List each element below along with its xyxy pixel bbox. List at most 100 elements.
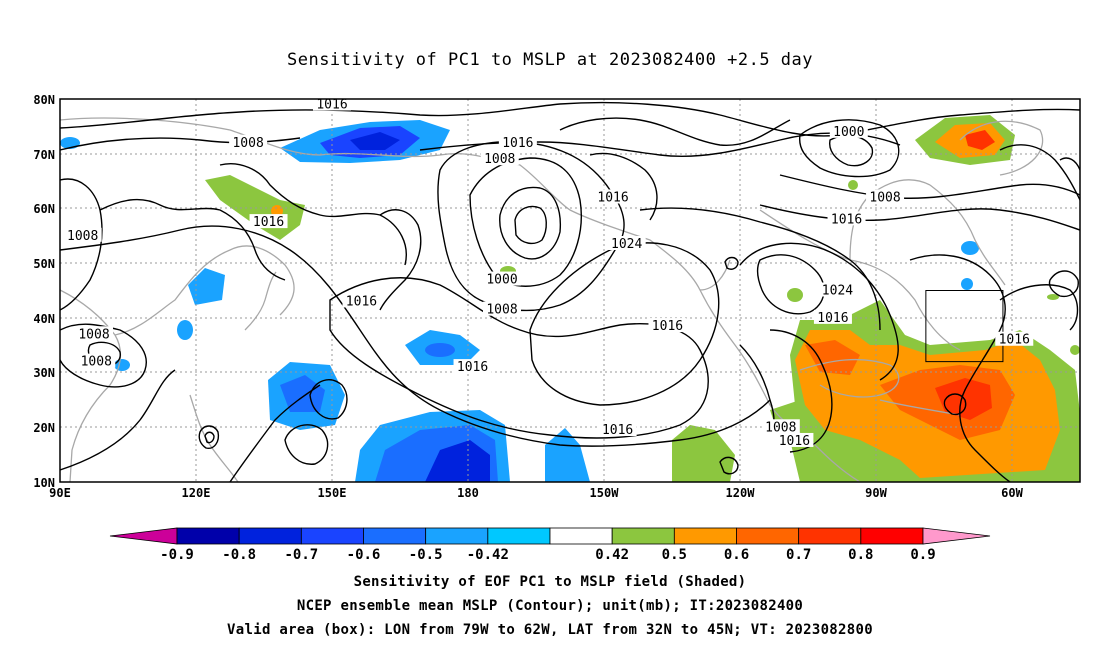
contour-label: 1008 <box>75 326 113 342</box>
contour-low-china <box>198 425 220 449</box>
contour-label: 1016 <box>775 432 814 449</box>
footer-line-1: Sensitivity of EOF PC1 to MSLP field (Sh… <box>353 574 747 590</box>
contour-label-bg <box>342 293 381 308</box>
negative-spot-east-china <box>177 320 193 340</box>
positive-spot-labrador <box>848 180 858 190</box>
colorbar-arrow-low <box>109 527 178 545</box>
contour-label-text: 1008 <box>869 190 900 205</box>
contour-label-bg <box>827 211 866 226</box>
negative-region-japan <box>188 268 225 305</box>
negative-spot-newfoundland <box>961 241 979 255</box>
positive-region-greenland-max <box>965 130 995 150</box>
lat-label: 50N <box>33 257 55 271</box>
contour-1016-south-central <box>229 384 321 482</box>
map-frame <box>59 98 1081 483</box>
contour-label-text: 1016 <box>779 434 810 449</box>
lat-label: 20N <box>33 421 55 435</box>
contour-label-bg <box>249 214 288 229</box>
contour-label: 1024 <box>818 282 857 299</box>
colorbar-swatch <box>425 527 489 545</box>
contour-label-bg <box>594 189 633 204</box>
contour-low-pacific-mexico <box>719 456 739 475</box>
lon-label: 180 <box>457 486 479 500</box>
contour-label: 1000 <box>829 123 868 140</box>
positive-region-gulf <box>805 340 860 375</box>
contour-1008-eastasia <box>60 323 147 388</box>
contour-label: 1008 <box>480 151 519 167</box>
colorbar-swatch <box>300 527 364 545</box>
contour-label: 1008 <box>866 189 905 205</box>
contour-label-bg <box>818 282 857 297</box>
mslp-contours <box>60 101 1080 482</box>
lon-label: 90W <box>865 486 887 500</box>
contour-label-text: 1016 <box>831 212 862 227</box>
longitude-axis: 90E 120E 150E 180 150W 120W 90W 60W <box>49 486 1023 500</box>
colorbar-swatch <box>176 527 240 545</box>
contour-label-bg <box>648 318 687 333</box>
contour-label: 1000 <box>483 271 521 288</box>
colorbar-swatch <box>736 527 800 545</box>
contour-label-text: 1008 <box>484 152 515 167</box>
positive-spot-east <box>1047 294 1059 300</box>
contour-label-text: 1024 <box>822 284 853 299</box>
contour-label: 1016 <box>995 331 1034 348</box>
contour-1008-west <box>60 178 103 311</box>
contour-label: 1016 <box>498 134 537 151</box>
contour-low-far-east <box>1048 270 1079 298</box>
negative-region-arctic-max <box>350 132 400 150</box>
contour-label-text: 1016 <box>502 136 533 151</box>
contour-label-text: 1016 <box>253 215 284 230</box>
contour-1008-atlantic-2 <box>759 204 1080 231</box>
contour-label: 1008 <box>77 353 116 370</box>
contour-1000-greenland <box>798 119 900 178</box>
lon-label: 150E <box>318 486 347 500</box>
contour-label-text: 1024 <box>611 237 642 252</box>
colorbar-swatch <box>860 527 924 545</box>
contour-1008-arctic <box>60 137 301 151</box>
contour-low-atlantic <box>943 393 967 416</box>
contour-1016-north <box>60 101 1080 137</box>
contour-label-text: 1016 <box>457 360 488 375</box>
colorbar-label: 0.7 <box>786 547 811 563</box>
contour-label: 1016 <box>813 309 852 326</box>
contour-label-bg <box>480 151 519 166</box>
contour-label-text: 1008 <box>67 229 98 244</box>
contour-label: 1016 <box>249 214 288 230</box>
contour-label-bg <box>483 271 521 286</box>
contour-1016-canada <box>639 207 881 331</box>
contour-label-bg <box>775 432 814 447</box>
contour-992-low <box>514 205 547 245</box>
figure-title: Sensitivity of PC1 to MSLP at 2023082400… <box>286 50 813 70</box>
contour-1016-canada-high <box>739 242 899 381</box>
negative-region-west-pacific-core <box>280 375 325 412</box>
contour-label-text: 1016 <box>652 319 683 334</box>
contour-gulf-alaska <box>589 152 658 221</box>
contour-label-bg <box>63 227 102 242</box>
contour-label-bg <box>75 326 113 341</box>
valid-area-box <box>925 290 1004 363</box>
contour-small-hudson <box>724 256 739 270</box>
footer-line-2: NCEP ensemble mean MSLP (Contour); unit(… <box>296 598 804 614</box>
colorbar-swatch <box>549 527 613 545</box>
contour-label-text: 1008 <box>486 303 517 318</box>
colorbar-label: 0.42 <box>595 547 629 563</box>
contour-label-bg <box>813 309 852 324</box>
contour-label-text: 1008 <box>81 355 112 370</box>
contour-label-bg <box>995 331 1034 346</box>
contour-label-text: 1008 <box>232 136 263 151</box>
latitude-axis: 80N 70N 60N 50N 40N 30N 20N 10N <box>33 93 55 490</box>
colorbar: -0.9 -0.8 -0.7 -0.6 -0.5 -0.42 0.42 0.5 0.6 0.7 0.… <box>109 527 991 563</box>
contour-wavy-east-1 <box>999 144 1080 201</box>
lat-label: 10N <box>33 476 55 490</box>
colorbar-label: -0.8 <box>222 547 256 563</box>
contour-992-greenland <box>828 134 874 167</box>
colorbar-swatch <box>238 527 302 545</box>
contour-label-bg <box>77 353 116 368</box>
contour-label: 1016 <box>648 318 687 334</box>
contour-label: 1016 <box>594 189 633 205</box>
colorbar-label: 0.9 <box>910 547 935 563</box>
positive-spot-hudson <box>787 288 803 302</box>
contour-label-bg <box>761 419 800 434</box>
contour-label-text: 1016 <box>602 423 633 438</box>
